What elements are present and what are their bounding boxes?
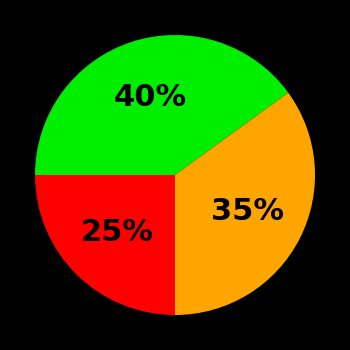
Text: 40%: 40% <box>113 83 187 112</box>
Text: 25%: 25% <box>81 218 154 247</box>
Text: 35%: 35% <box>211 197 284 226</box>
Wedge shape <box>35 35 288 175</box>
Wedge shape <box>175 93 315 315</box>
Wedge shape <box>35 175 175 315</box>
